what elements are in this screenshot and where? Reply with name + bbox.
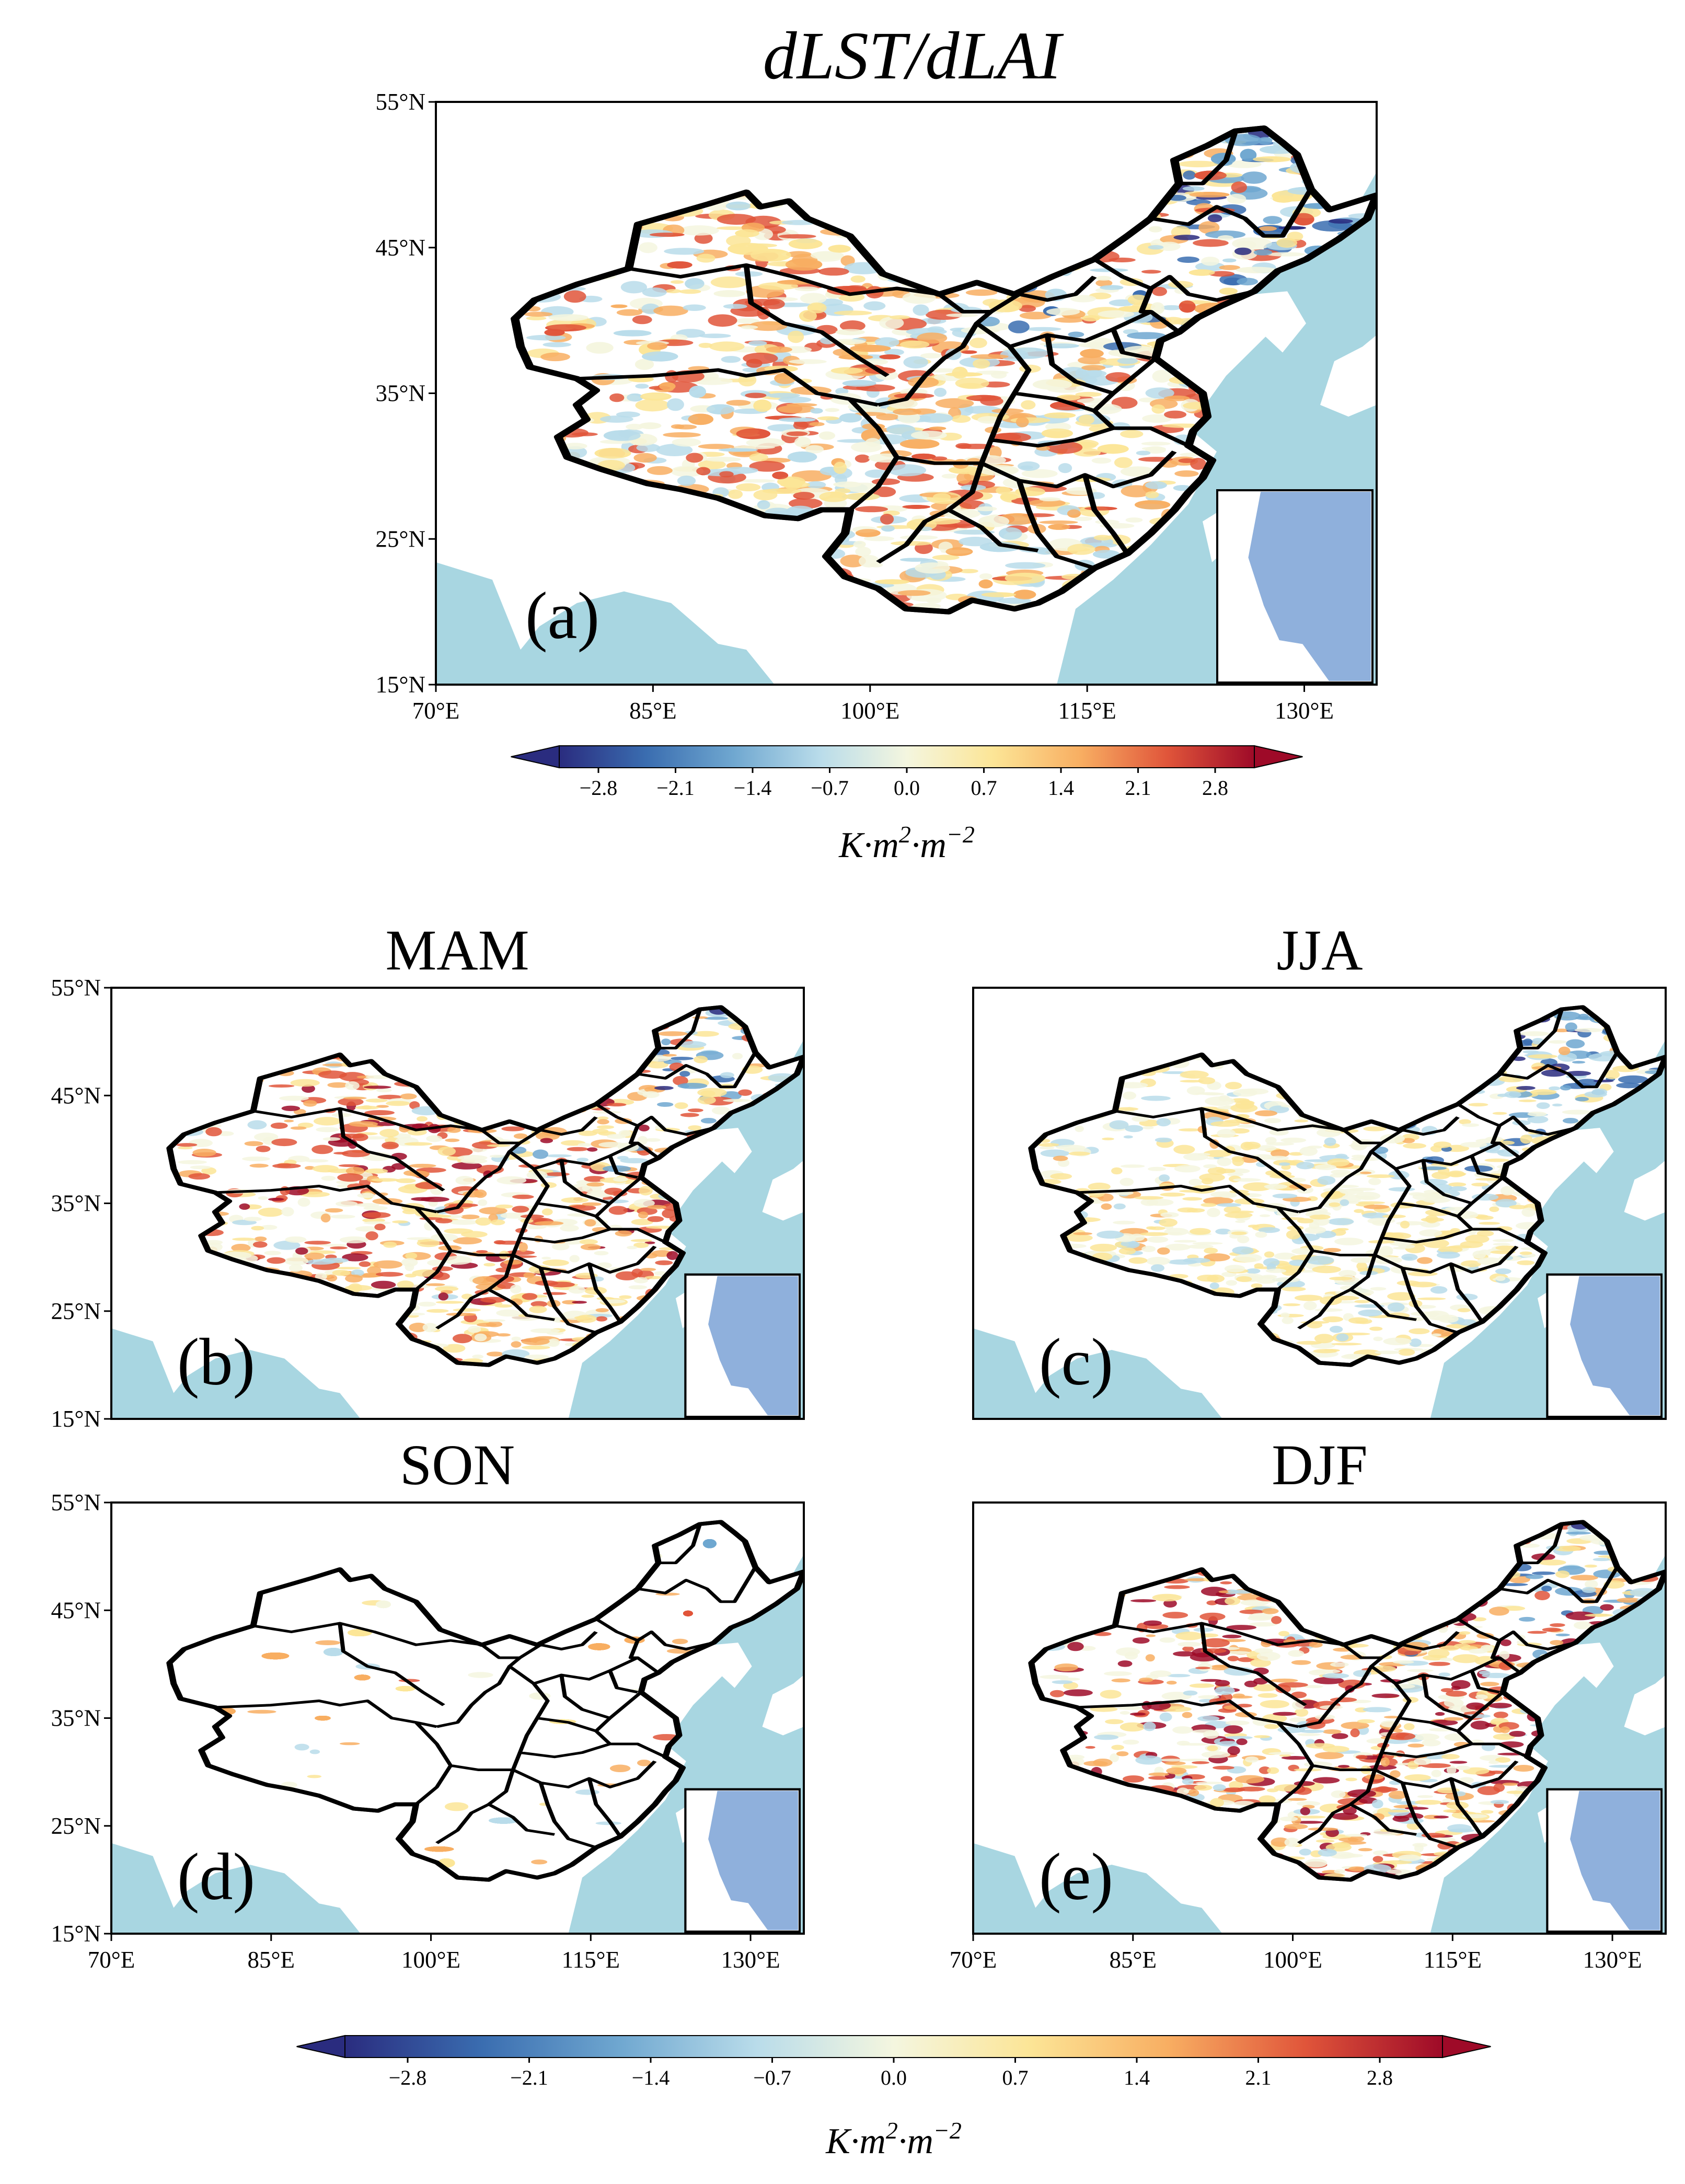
lat-tick-label: 25°N: [51, 1813, 101, 1839]
panel-label: (b): [177, 1325, 255, 1399]
lat-tick-label: 45°N: [51, 1597, 101, 1623]
colorbar-tick-label: 2.1: [1125, 776, 1151, 800]
lat-tick-label: 25°N: [376, 526, 426, 552]
south-china-sea-inset: [1216, 489, 1374, 684]
colorbar-tick-label: −2.8: [389, 2066, 427, 2089]
main-title: dLST/dLAI: [763, 18, 1064, 94]
map-panel-c: (c) JJA: [972, 918, 1667, 1420]
map-panel-a: (a) 55°N 45°N 35°N 25°N 15°N70°E 85°E 100°E 115°…: [376, 89, 1378, 724]
lon-tick-label: 70°E: [950, 1947, 997, 1973]
lon-tick-label: 130°E: [721, 1947, 780, 1973]
lon-tick-label: 130°E: [1275, 698, 1334, 724]
lat-tick-label: 35°N: [51, 1705, 101, 1731]
lon-tick-label: 85°E: [1110, 1947, 1157, 1973]
lat-tick-label: 55°N: [376, 89, 426, 115]
colorbar-tick-label: −1.4: [734, 776, 772, 800]
lon-tick-label: 115°E: [1424, 1947, 1482, 1973]
panel-label: (d): [177, 1840, 255, 1914]
colorbar-tick-label: 0.0: [881, 2066, 907, 2089]
lat-tick-label: 35°N: [51, 1191, 101, 1217]
colorbar-bottom: −2.8 −2.1 −1.4 −0.7 0.0 0.7 1.4 2.1 2.8 K·m2·m−2: [296, 2035, 1491, 2162]
panel-title: SON: [400, 1433, 515, 1497]
colorbar-tick-label: −2.8: [580, 776, 618, 800]
map-panel-d: (d) SON 55°N 45°N 35°N 25°N 15°N70°E 85°E 100°E 1…: [51, 1433, 805, 1973]
panel-title: JJA: [1276, 918, 1363, 982]
lat-tick-label: 35°N: [376, 380, 426, 407]
panel-label: (c): [1039, 1325, 1113, 1399]
colorbar-unit: K·m2·m−2: [825, 2117, 962, 2162]
lat-tick-label: 15°N: [51, 1406, 101, 1432]
south-china-sea-inset: [684, 1788, 801, 1933]
colorbar-tick-label: 0.7: [1002, 2066, 1029, 2089]
panel-title: MAM: [385, 918, 529, 982]
lon-tick-label: 85°E: [629, 698, 676, 724]
colorbar-tick-label: −1.4: [632, 2066, 670, 2089]
lat-tick-label: 25°N: [51, 1298, 101, 1324]
map-panel-b: (b) MAM 55°N 45°N 35°N 25°N 15°N: [51, 918, 805, 1432]
lat-tick-label: 45°N: [51, 1082, 101, 1108]
south-china-sea-inset: [1546, 1273, 1663, 1418]
colorbar-tick-label: 1.4: [1124, 2066, 1150, 2089]
lon-tick-label: 70°E: [88, 1947, 135, 1973]
colorbar-tick-label: −2.1: [510, 2066, 548, 2089]
colorbar-tick-label: 1.4: [1048, 776, 1074, 800]
colorbar-tick-label: 2.8: [1367, 2066, 1393, 2089]
lon-tick-label: 115°E: [1058, 698, 1116, 724]
map-panel-e: (e) DJF 70°E 85°E 100°E 115°E 130°E: [950, 1433, 1667, 1973]
lon-tick-label: 130°E: [1583, 1947, 1642, 1973]
lat-tick-label: 55°N: [51, 1489, 101, 1516]
panel-label: (e): [1039, 1840, 1113, 1914]
panel-label: (a): [525, 579, 599, 653]
colorbar-tick-label: 0.0: [894, 776, 920, 800]
lon-tick-label: 115°E: [562, 1947, 620, 1973]
lon-tick-label: 100°E: [840, 698, 899, 724]
lon-tick-label: 100°E: [1263, 1947, 1322, 1973]
panel-title: DJF: [1272, 1433, 1367, 1497]
colorbar-tick-label: −2.1: [656, 776, 695, 800]
lon-tick-label: 100°E: [401, 1947, 460, 1973]
lat-tick-label: 15°N: [376, 672, 426, 698]
lon-tick-label: 70°E: [412, 698, 459, 724]
colorbar-tick-label: 0.7: [971, 776, 997, 800]
colorbar-unit: K·m2·m−2: [838, 821, 975, 865]
colorbar-tick-label: 2.1: [1245, 2066, 1272, 2089]
south-china-sea-inset: [684, 1273, 801, 1418]
colorbar-tick-label: 2.8: [1202, 776, 1228, 800]
lat-tick-label: 45°N: [376, 235, 426, 261]
map-frame: [972, 987, 1667, 1420]
colorbar-top: −2.8 −2.1 −1.4 −0.7 0.0 0.7 1.4 2.1 2.8 K·m2·m−2: [511, 745, 1303, 865]
colorbar-tick-label: −0.7: [811, 776, 849, 800]
south-china-sea-inset: [1546, 1788, 1663, 1933]
lon-tick-label: 85°E: [248, 1947, 295, 1973]
colorbar-tick-label: −0.7: [753, 2066, 791, 2089]
map-frame: [972, 1501, 1667, 1935]
lat-tick-label: 55°N: [51, 975, 101, 1001]
lat-tick-label: 15°N: [51, 1921, 101, 1947]
